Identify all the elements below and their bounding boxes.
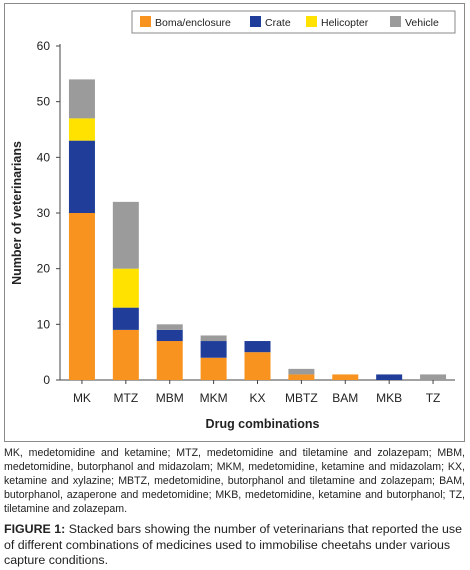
figure-caption-text: Stacked bars showing the number of veter… (4, 522, 463, 567)
x-tick-label: MKB (376, 391, 402, 405)
y-tick-label: 40 (37, 150, 51, 164)
x-tick-label: BAM (332, 391, 358, 405)
y-tick-label: 10 (37, 317, 51, 331)
y-tick-label: 0 (43, 373, 50, 387)
y-tick-label: 60 (37, 39, 51, 53)
figure-caption: FIGURE 1: Stacked bars showing the numbe… (4, 522, 465, 569)
bar-segment (244, 341, 271, 353)
bar-segment (156, 341, 183, 380)
bar-segment (288, 368, 315, 375)
bar-segment (200, 341, 227, 358)
bar-segment (200, 357, 227, 380)
bar-segment (156, 329, 183, 342)
legend-swatch (250, 16, 261, 27)
bar-segment (332, 374, 359, 380)
y-tick-label: 50 (37, 95, 51, 109)
bar-segment (112, 307, 139, 330)
bar-segment (376, 374, 403, 380)
legend-swatch (140, 16, 151, 27)
abbreviations-caption: MK, medetomidine and ketamine; MTZ, mede… (4, 447, 465, 515)
x-axis-label: Drug combinations (206, 417, 320, 431)
chart-frame (4, 3, 465, 442)
bar-segment (68, 140, 95, 213)
legend-swatch (306, 16, 317, 27)
y-axis-label: Number of veterinarians (10, 141, 24, 285)
bar-segment (244, 352, 271, 380)
bar-segment (112, 329, 139, 380)
y-tick-label: 30 (37, 206, 51, 220)
legend-box (131, 10, 456, 34)
legend-label: Helicopter (321, 17, 369, 29)
legend-label: Crate (265, 17, 291, 29)
x-tick-label: TZ (426, 391, 441, 405)
x-tick-label: MTZ (114, 391, 139, 405)
bar-segment (68, 79, 95, 119)
bar-segment (112, 268, 139, 308)
x-tick-label: KX (249, 391, 265, 405)
legend-label: Vehicle (405, 17, 439, 29)
bar-segment (288, 374, 315, 380)
y-tick-label: 20 (37, 262, 51, 276)
legend-swatch (390, 16, 401, 27)
bar-segment (420, 374, 447, 380)
bar-segment (156, 324, 183, 330)
x-tick-label: MBTZ (285, 391, 318, 405)
x-tick-label: MBM (156, 391, 184, 405)
figure-label: FIGURE 1: (4, 522, 66, 536)
bar-segment (200, 335, 227, 342)
x-tick-label: MK (73, 391, 91, 405)
bar-segment (68, 213, 95, 380)
bar-segment (112, 201, 139, 269)
legend-label: Boma/enclosure (155, 17, 231, 29)
x-tick-label: MKM (200, 391, 228, 405)
bar-segment (68, 118, 95, 141)
